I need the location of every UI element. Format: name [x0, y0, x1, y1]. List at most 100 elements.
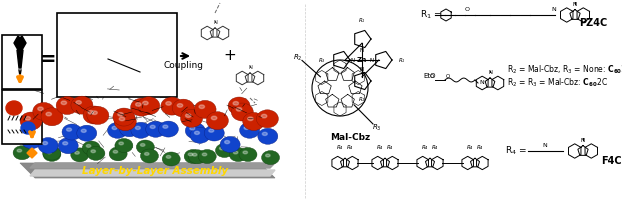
Ellipse shape — [13, 146, 31, 160]
Ellipse shape — [177, 104, 183, 107]
Text: +: + — [224, 48, 236, 63]
Ellipse shape — [166, 156, 171, 158]
Ellipse shape — [92, 111, 97, 115]
Text: N: N — [479, 80, 484, 85]
Text: R₄: R₄ — [337, 145, 343, 150]
Text: R₄: R₄ — [422, 145, 428, 150]
Text: R₄: R₄ — [377, 145, 383, 150]
FancyBboxPatch shape — [57, 13, 177, 97]
Ellipse shape — [76, 101, 81, 104]
Ellipse shape — [86, 145, 91, 147]
Polygon shape — [20, 163, 275, 178]
Text: N: N — [98, 39, 103, 44]
Ellipse shape — [109, 147, 127, 161]
Ellipse shape — [262, 132, 267, 135]
Ellipse shape — [61, 101, 67, 105]
Text: O: O — [465, 7, 470, 12]
Text: R₄: R₄ — [432, 145, 438, 150]
Ellipse shape — [20, 112, 42, 130]
Text: R₄: R₄ — [347, 145, 353, 150]
Ellipse shape — [195, 131, 200, 134]
Ellipse shape — [211, 116, 217, 120]
Ellipse shape — [220, 136, 240, 152]
Ellipse shape — [21, 122, 35, 134]
Ellipse shape — [113, 108, 135, 126]
Ellipse shape — [162, 152, 180, 166]
Ellipse shape — [230, 147, 248, 162]
Text: R₄: R₄ — [467, 145, 473, 150]
Ellipse shape — [136, 140, 154, 154]
Text: Zn: Zn — [357, 57, 367, 63]
Text: N: N — [542, 143, 547, 148]
Ellipse shape — [199, 105, 205, 109]
Ellipse shape — [215, 144, 233, 157]
Text: F4C: F4C — [601, 156, 621, 166]
Text: N: N — [488, 70, 492, 75]
Ellipse shape — [236, 108, 242, 111]
Text: R₃: R₃ — [319, 57, 325, 62]
Ellipse shape — [141, 149, 159, 163]
Text: R₄: R₄ — [477, 145, 483, 150]
Ellipse shape — [248, 117, 253, 121]
Ellipse shape — [261, 151, 279, 165]
Ellipse shape — [67, 128, 72, 131]
Ellipse shape — [47, 150, 52, 152]
Text: =: = — [40, 51, 56, 69]
Ellipse shape — [88, 110, 93, 114]
Ellipse shape — [220, 147, 224, 150]
Ellipse shape — [38, 107, 44, 111]
Ellipse shape — [112, 126, 117, 130]
Text: N: N — [369, 57, 374, 62]
Ellipse shape — [243, 113, 265, 130]
Ellipse shape — [131, 98, 152, 116]
Ellipse shape — [256, 110, 279, 128]
Ellipse shape — [43, 147, 61, 161]
Ellipse shape — [188, 153, 193, 156]
Ellipse shape — [166, 102, 171, 105]
Ellipse shape — [161, 97, 183, 115]
Text: Layer-by-Layer Assembly: Layer-by-Layer Assembly — [82, 166, 228, 176]
Text: R₁: R₁ — [399, 57, 405, 62]
Ellipse shape — [62, 124, 82, 140]
Text: R₁: R₁ — [359, 18, 365, 23]
Ellipse shape — [41, 108, 63, 126]
Ellipse shape — [119, 121, 139, 137]
Text: R₄: R₄ — [387, 145, 393, 150]
Ellipse shape — [239, 147, 257, 162]
Ellipse shape — [243, 151, 248, 154]
Ellipse shape — [188, 150, 207, 164]
Text: N: N — [350, 57, 355, 62]
Ellipse shape — [124, 125, 129, 128]
Ellipse shape — [17, 149, 22, 152]
FancyBboxPatch shape — [2, 35, 42, 89]
Text: R₁: R₁ — [359, 97, 365, 102]
Ellipse shape — [142, 101, 148, 105]
Ellipse shape — [192, 153, 197, 156]
Ellipse shape — [119, 142, 123, 145]
Ellipse shape — [204, 125, 225, 141]
Polygon shape — [17, 50, 23, 68]
Text: R$_4$ =: R$_4$ = — [505, 145, 527, 157]
Ellipse shape — [71, 148, 89, 162]
Ellipse shape — [81, 129, 86, 132]
Text: EtO: EtO — [424, 73, 436, 79]
Ellipse shape — [163, 125, 168, 128]
Polygon shape — [14, 36, 26, 50]
Polygon shape — [30, 170, 275, 176]
Ellipse shape — [87, 146, 105, 160]
Ellipse shape — [136, 103, 141, 106]
Ellipse shape — [261, 114, 267, 118]
Ellipse shape — [159, 121, 179, 137]
Ellipse shape — [114, 113, 136, 131]
Ellipse shape — [137, 97, 160, 115]
FancyBboxPatch shape — [2, 90, 42, 144]
Ellipse shape — [172, 99, 194, 117]
Ellipse shape — [194, 100, 216, 118]
Text: R$_1$ =: R$_1$ = — [420, 9, 442, 21]
Text: O: O — [446, 73, 450, 78]
Ellipse shape — [91, 150, 95, 153]
Ellipse shape — [26, 137, 31, 140]
Ellipse shape — [150, 125, 156, 129]
Text: N: N — [552, 7, 556, 12]
Ellipse shape — [43, 141, 48, 145]
